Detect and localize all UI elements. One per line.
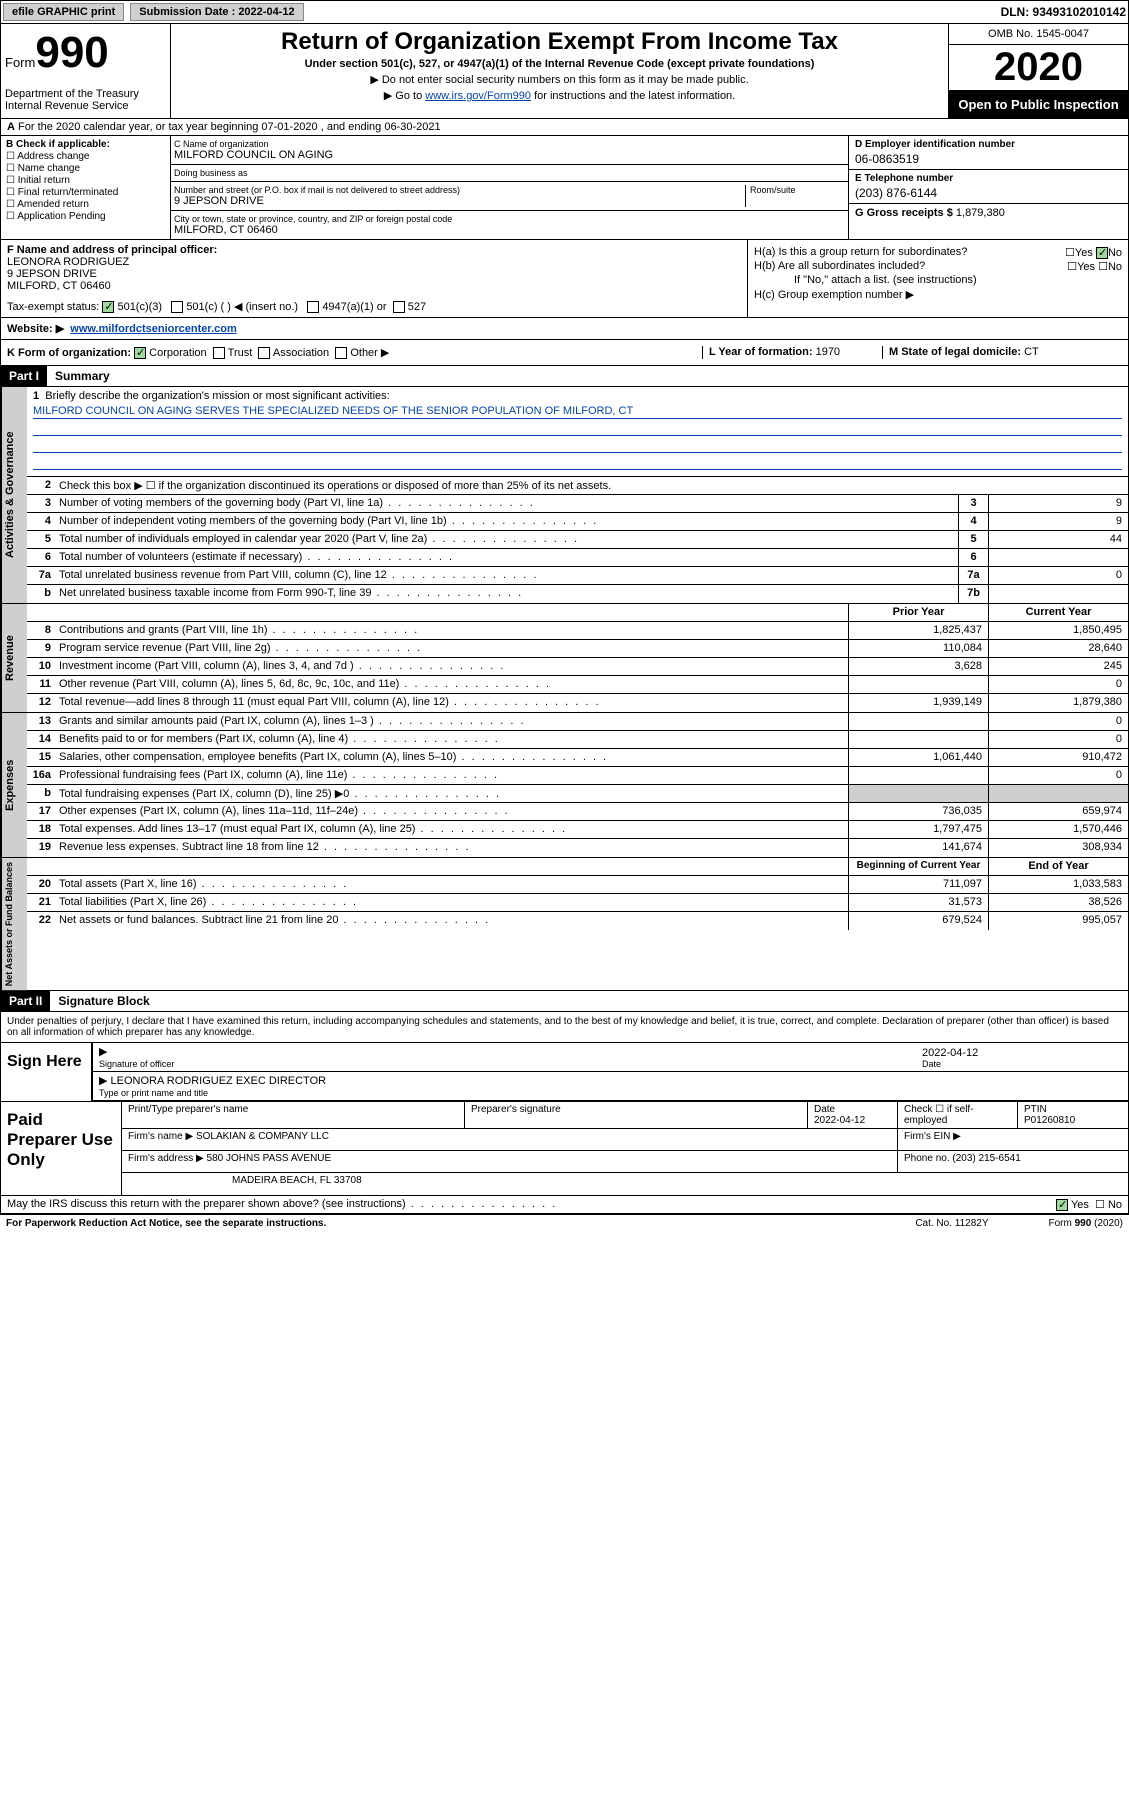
omb-number: OMB No. 1545-0047: [949, 24, 1128, 45]
chk-assoc[interactable]: [258, 347, 270, 359]
gov-row: bNet unrelated business taxable income f…: [27, 585, 1128, 603]
exp-row: 18Total expenses. Add lines 13–17 (must …: [27, 821, 1128, 839]
sig-date: 2022-04-12: [922, 1047, 1122, 1059]
year-formation: 1970: [816, 346, 840, 358]
section-governance: Activities & Governance 1 Briefly descri…: [0, 387, 1129, 604]
row-klm: K Form of organization: Corporation Trus…: [0, 340, 1129, 366]
header-mid: Return of Organization Exempt From Incom…: [171, 24, 948, 118]
net-row: 20Total assets (Part X, line 16) 711,097…: [27, 876, 1128, 894]
chk-app-pending[interactable]: ☐ Application Pending: [6, 211, 165, 222]
rev-row: 11Other revenue (Part VIII, column (A), …: [27, 676, 1128, 694]
part-i-header: Part ISummary: [0, 366, 1129, 387]
instr-ssn: Do not enter social security numbers on …: [177, 73, 942, 86]
chk-name-change[interactable]: ☐ Name change: [6, 163, 165, 174]
col-h: H(a) Is this a group return for subordin…: [748, 240, 1128, 317]
form-number: 990: [35, 28, 108, 77]
row-a: A For the 2020 calendar year, or tax yea…: [0, 119, 1129, 136]
gross-receipts: 1,879,380: [956, 207, 1005, 219]
header-right: OMB No. 1545-0047 2020 Open to Public In…: [948, 24, 1128, 118]
chk-other[interactable]: [335, 347, 347, 359]
chk-501c3[interactable]: [102, 301, 114, 313]
perjury-declaration: Under penalties of perjury, I declare th…: [0, 1012, 1129, 1043]
exp-row: 14Benefits paid to or for members (Part …: [27, 731, 1128, 749]
block-fh: F Name and address of principal officer:…: [0, 240, 1129, 318]
col-f: F Name and address of principal officer:…: [1, 240, 748, 317]
exp-row: 13Grants and similar amounts paid (Part …: [27, 713, 1128, 731]
form-title: Return of Organization Exempt From Incom…: [177, 28, 942, 56]
city-state-zip: MILFORD, CT 06460: [174, 224, 845, 236]
part-ii-header: Part IISignature Block: [0, 991, 1129, 1012]
net-row: 21Total liabilities (Part X, line 26) 31…: [27, 894, 1128, 912]
paid-preparer-block: Paid Preparer Use Only Print/Type prepar…: [0, 1102, 1129, 1196]
org-name: MILFORD COUNCIL ON AGING: [174, 149, 845, 161]
col-b-checkboxes: B Check if applicable: ☐ Address change …: [1, 136, 171, 239]
ein: 06-0863519: [855, 152, 1122, 166]
discuss-row: May the IRS discuss this return with the…: [0, 1196, 1129, 1214]
chk-initial-return[interactable]: ☐ Initial return: [6, 175, 165, 186]
firm-name: SOLAKIAN & COMPANY LLC: [196, 1131, 329, 1142]
gov-row: 6Total number of volunteers (estimate if…: [27, 549, 1128, 567]
officer-name-title: LEONORA RODRIGUEZ EXEC DIRECTOR: [111, 1075, 327, 1087]
rev-row: 10Investment income (Part VIII, column (…: [27, 658, 1128, 676]
ptin: P01260810: [1024, 1115, 1075, 1126]
exp-row: 17Other expenses (Part IX, column (A), l…: [27, 803, 1128, 821]
rev-row: 8Contributions and grants (Part VIII, li…: [27, 622, 1128, 640]
chk-address-change[interactable]: ☐ Address change: [6, 151, 165, 162]
state-domicile: CT: [1024, 346, 1039, 358]
gov-row: 5Total number of individuals employed in…: [27, 531, 1128, 549]
website-link[interactable]: www.milfordctseniorcenter.com: [70, 323, 236, 335]
exp-row: 19Revenue less expenses. Subtract line 1…: [27, 839, 1128, 857]
instr-link: Go to www.irs.gov/Form990 for instructio…: [177, 89, 942, 102]
telephone: (203) 876-6144: [855, 186, 1122, 200]
section-expenses: Expenses 13Grants and similar amounts pa…: [0, 713, 1129, 858]
sign-here-block: Sign Here ▶Signature of officer 2022-04-…: [0, 1043, 1129, 1102]
row-j: Website: ▶ www.milfordctseniorcenter.com: [0, 318, 1129, 340]
prep-date: 2022-04-12: [814, 1115, 865, 1126]
exp-row: bTotal fundraising expenses (Part IX, co…: [27, 785, 1128, 803]
street-address: 9 JEPSON DRIVE: [174, 195, 745, 207]
top-bar: efile GRAPHIC print Submission Date : 20…: [0, 0, 1129, 24]
rev-row: 9Program service revenue (Part VIII, lin…: [27, 640, 1128, 658]
form-word: Form: [5, 55, 35, 70]
chk-final-return[interactable]: ☐ Final return/terminated: [6, 187, 165, 198]
firm-addr2: MADEIRA BEACH, FL 33708: [122, 1173, 1128, 1195]
mission-block: 1 Briefly describe the organization's mi…: [27, 387, 1128, 477]
page-footer: For Paperwork Reduction Act Notice, see …: [0, 1214, 1129, 1232]
chk-501c[interactable]: [171, 301, 183, 313]
dln: DLN: 93493102010142: [1001, 5, 1126, 19]
dept-treasury: Department of the Treasury Internal Reve…: [5, 88, 166, 112]
form-subtitle: Under section 501(c), 527, or 4947(a)(1)…: [177, 58, 942, 70]
firm-addr1: 580 JOHNS PASS AVENUE: [207, 1153, 332, 1164]
firm-phone: (203) 215-6541: [952, 1153, 1020, 1164]
chk-discuss-yes[interactable]: [1056, 1199, 1068, 1211]
chk-527[interactable]: [393, 301, 405, 313]
chk-amended[interactable]: ☐ Amended return: [6, 199, 165, 210]
irs-link[interactable]: www.irs.gov/Form990: [425, 90, 531, 102]
exp-row: 16aProfessional fundraising fees (Part I…: [27, 767, 1128, 785]
col-c: C Name of organizationMILFORD COUNCIL ON…: [171, 136, 848, 239]
block-bcde: B Check if applicable: ☐ Address change …: [0, 136, 1129, 240]
tax-exempt-row: Tax-exempt status: 501(c)(3) 501(c) ( ) …: [7, 300, 741, 313]
form-header: Form990 Department of the Treasury Inter…: [0, 24, 1129, 119]
chk-ha-no[interactable]: [1096, 247, 1108, 259]
header-left: Form990 Department of the Treasury Inter…: [1, 24, 171, 118]
rev-row: 12Total revenue—add lines 8 through 11 (…: [27, 694, 1128, 712]
submission-date: Submission Date : 2022-04-12: [130, 3, 303, 21]
officer-name: LEONORA RODRIGUEZ: [7, 256, 129, 268]
col-de: D Employer identification number06-08635…: [848, 136, 1128, 239]
section-net-assets: Net Assets or Fund Balances Beginning of…: [0, 858, 1129, 991]
gov-row: 4Number of independent voting members of…: [27, 513, 1128, 531]
open-inspection: Open to Public Inspection: [949, 91, 1128, 118]
net-row: 22Net assets or fund balances. Subtract …: [27, 912, 1128, 930]
exp-row: 15Salaries, other compensation, employee…: [27, 749, 1128, 767]
mission-text: MILFORD COUNCIL ON AGING SERVES THE SPEC…: [33, 405, 1122, 419]
gov-row: 3Number of voting members of the governi…: [27, 495, 1128, 513]
section-revenue: Revenue Prior YearCurrent Year 8Contribu…: [0, 604, 1129, 713]
tax-year: 2020: [949, 45, 1128, 91]
chk-corp[interactable]: [134, 347, 146, 359]
chk-4947[interactable]: [307, 301, 319, 313]
chk-trust[interactable]: [213, 347, 225, 359]
gov-row: 7aTotal unrelated business revenue from …: [27, 567, 1128, 585]
efile-badge: efile GRAPHIC print: [3, 3, 124, 21]
